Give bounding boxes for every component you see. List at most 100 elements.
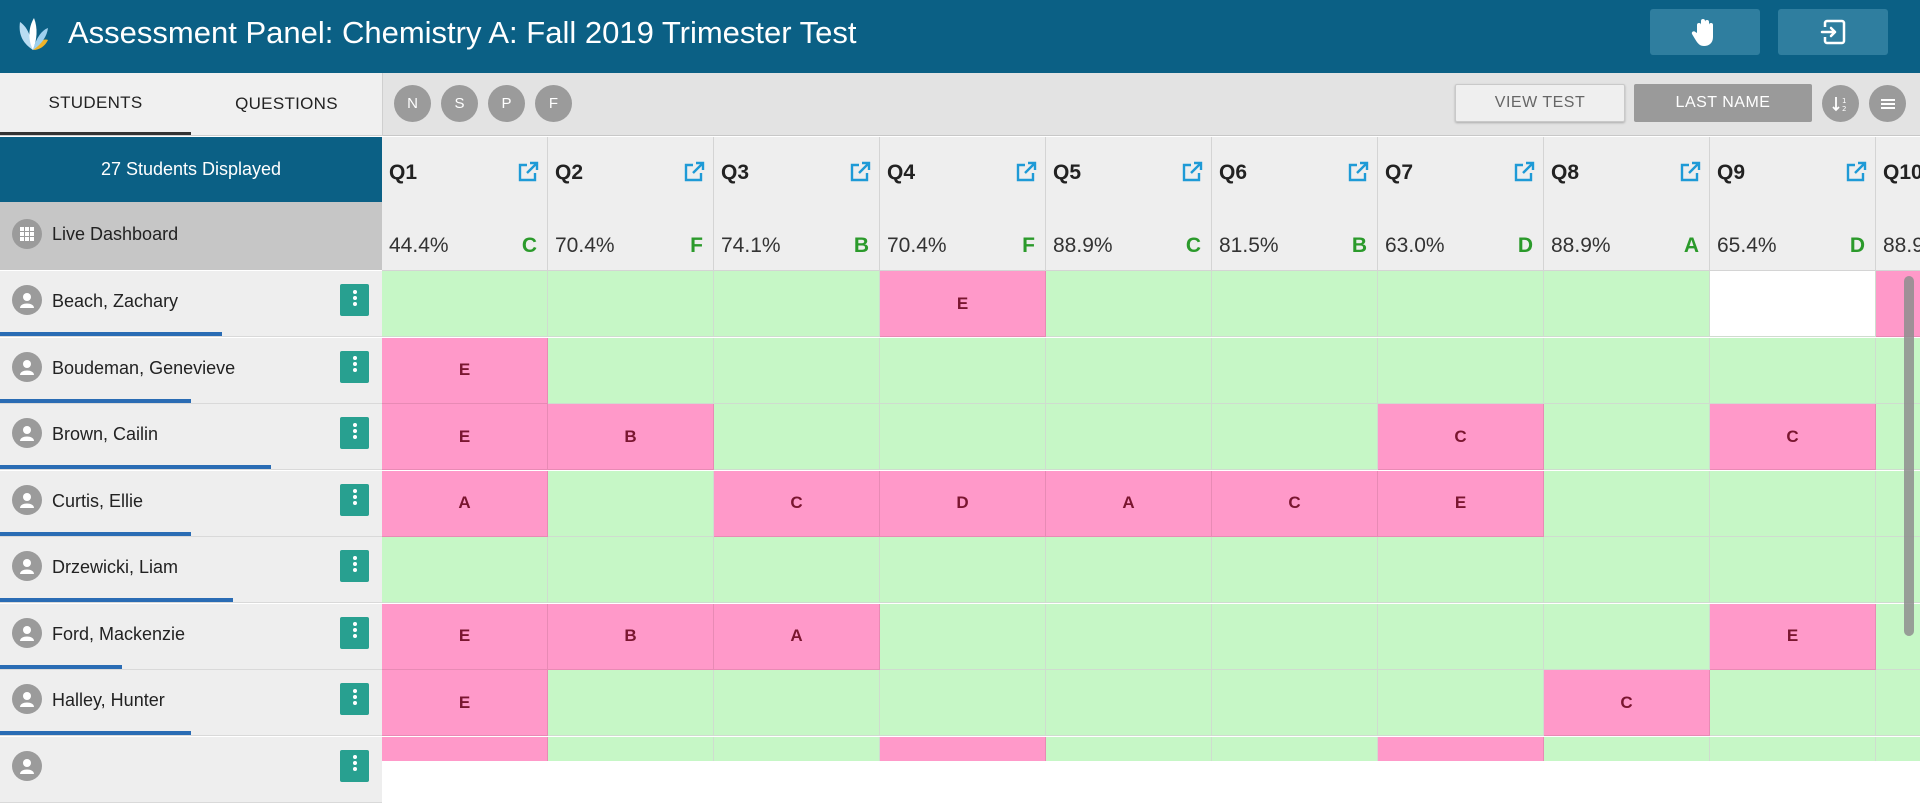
response-cell[interactable] (1710, 470, 1876, 537)
response-cell[interactable] (548, 670, 714, 736)
student-row[interactable] (0, 736, 382, 803)
response-cell[interactable] (1046, 537, 1212, 603)
response-cell[interactable] (1046, 271, 1212, 337)
external-link-icon[interactable] (1844, 160, 1868, 184)
response-cell[interactable] (880, 670, 1046, 736)
external-link-icon[interactable] (1346, 160, 1370, 184)
response-cell[interactable] (1212, 537, 1378, 603)
view-test-button[interactable]: VIEW TEST (1455, 84, 1625, 122)
response-cell[interactable] (1710, 337, 1876, 404)
response-cell[interactable] (880, 537, 1046, 603)
response-cell[interactable] (714, 337, 880, 404)
student-row[interactable]: Brown, Cailin (0, 404, 382, 470)
response-cell[interactable]: E (382, 404, 548, 470)
response-cell[interactable] (714, 736, 880, 761)
student-row[interactable]: Drzewicki, Liam (0, 537, 382, 603)
external-link-icon[interactable] (1512, 160, 1536, 184)
response-cell[interactable] (1212, 603, 1378, 670)
exit-button[interactable] (1778, 9, 1888, 55)
response-cell[interactable]: B (548, 603, 714, 670)
filter-s-button[interactable]: S (441, 85, 478, 122)
response-cell[interactable] (880, 404, 1046, 470)
response-cell[interactable] (1046, 404, 1212, 470)
response-cell[interactable]: C (714, 470, 880, 537)
student-row[interactable]: Beach, Zachary (0, 271, 382, 337)
response-cell[interactable] (382, 271, 548, 337)
response-cell[interactable] (548, 271, 714, 337)
response-cell[interactable] (1544, 603, 1710, 670)
student-row[interactable]: Ford, Mackenzie (0, 603, 382, 670)
student-row[interactable]: Halley, Hunter (0, 670, 382, 736)
tab-students[interactable]: STUDENTS (0, 73, 191, 135)
response-cell[interactable] (1046, 736, 1212, 761)
response-cell[interactable]: D (880, 470, 1046, 537)
response-cell[interactable] (548, 337, 714, 404)
response-cell[interactable] (1212, 736, 1378, 761)
student-options-button[interactable] (340, 683, 369, 715)
response-cell[interactable]: A (382, 470, 548, 537)
response-cell[interactable] (1212, 670, 1378, 736)
response-cell[interactable]: E (382, 736, 548, 761)
response-cell[interactable] (1378, 537, 1544, 603)
response-cell[interactable] (1212, 404, 1378, 470)
response-cell[interactable] (548, 470, 714, 537)
response-cell[interactable] (880, 603, 1046, 670)
response-cell[interactable]: C (1212, 470, 1378, 537)
response-cell[interactable]: C (1710, 404, 1876, 470)
tab-questions[interactable]: QUESTIONS (235, 94, 338, 113)
response-cell[interactable] (548, 736, 714, 761)
response-cell[interactable]: C (1544, 670, 1710, 736)
response-cell[interactable] (1378, 271, 1544, 337)
response-cell[interactable] (1378, 603, 1544, 670)
student-row[interactable]: Boudeman, Genevieve (0, 337, 382, 404)
response-cell[interactable] (1544, 736, 1710, 761)
filter-p-button[interactable]: P (488, 85, 525, 122)
student-options-button[interactable] (340, 417, 369, 449)
external-link-icon[interactable] (1678, 160, 1702, 184)
raise-hand-button[interactable] (1650, 9, 1760, 55)
response-cell[interactable] (1046, 670, 1212, 736)
external-link-icon[interactable] (516, 160, 540, 184)
response-cell[interactable] (1544, 537, 1710, 603)
filter-n-button[interactable]: N (394, 85, 431, 122)
vertical-scrollbar[interactable] (1904, 276, 1914, 636)
response-cell[interactable]: E (382, 337, 548, 404)
response-cell[interactable] (1212, 337, 1378, 404)
response-cell[interactable] (548, 537, 714, 603)
response-cell[interactable]: E (1710, 603, 1876, 670)
student-row[interactable]: Curtis, Ellie (0, 470, 382, 537)
student-options-button[interactable] (340, 616, 369, 649)
external-link-icon[interactable] (682, 160, 706, 184)
external-link-icon[interactable] (1180, 160, 1204, 184)
external-link-icon[interactable] (848, 160, 872, 184)
response-cell[interactable]: C (1378, 736, 1544, 761)
student-options-button[interactable] (340, 749, 369, 782)
response-cell[interactable] (1876, 670, 1920, 736)
response-cell[interactable] (714, 404, 880, 470)
live-dashboard-item[interactable]: Live Dashboard (0, 202, 382, 270)
response-cell[interactable] (1710, 736, 1876, 761)
response-cell[interactable] (714, 670, 880, 736)
response-cell[interactable] (1544, 470, 1710, 537)
sort-last-name-button[interactable]: LAST NAME (1634, 84, 1812, 122)
response-cell[interactable] (1876, 736, 1920, 761)
response-cell[interactable]: C (1378, 404, 1544, 470)
response-cell[interactable]: B (548, 404, 714, 470)
student-options-button[interactable] (340, 284, 369, 316)
response-cell[interactable] (880, 337, 1046, 404)
response-cell[interactable] (1378, 337, 1544, 404)
response-cell[interactable] (382, 537, 548, 603)
response-cell[interactable] (1544, 337, 1710, 404)
sort-order-button[interactable]: 1 2 (1822, 85, 1859, 122)
response-cell[interactable]: E (382, 670, 548, 736)
response-cell[interactable] (1378, 670, 1544, 736)
response-cell[interactable]: A (1046, 470, 1212, 537)
response-cell[interactable]: E (382, 603, 548, 670)
external-link-icon[interactable] (1014, 160, 1038, 184)
response-cell[interactable]: C (880, 736, 1046, 761)
response-cell[interactable]: E (1378, 470, 1544, 537)
student-options-button[interactable] (340, 483, 369, 516)
response-cell[interactable] (1046, 337, 1212, 404)
filter-f-button[interactable]: F (535, 85, 572, 122)
response-cell[interactable] (1046, 603, 1212, 670)
